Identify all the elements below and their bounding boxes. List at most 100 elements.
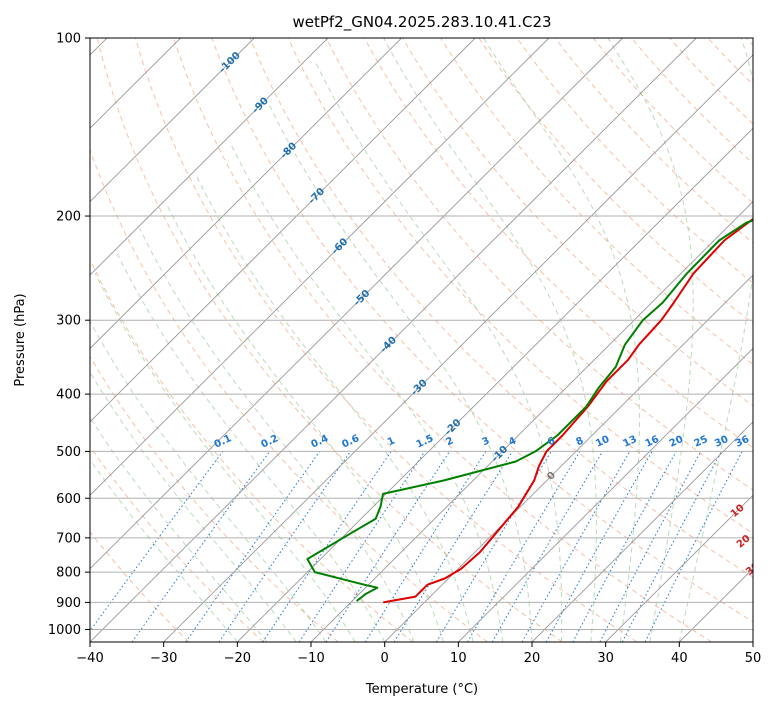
dry-adiabat xyxy=(90,148,488,642)
moist-adiabat xyxy=(90,371,297,642)
moist-adiabat xyxy=(115,251,386,642)
isotherm-label: -90 xyxy=(250,95,271,116)
moist-adiabat xyxy=(94,273,356,642)
isotherm-line xyxy=(605,494,753,642)
moist-adiabat xyxy=(607,38,694,642)
mixing-ratio-label: 30 xyxy=(713,434,730,450)
mixing-ratio-line xyxy=(90,451,224,632)
mixing-ratio-line xyxy=(364,451,487,642)
isotherm-line xyxy=(458,347,753,642)
mixing-ratio-line xyxy=(131,451,271,642)
data-lines xyxy=(306,217,753,604)
mixing-ratio-label: 1 xyxy=(386,435,397,448)
mixing-ratio-line xyxy=(298,451,426,642)
mixing-ratio-label: 10 xyxy=(594,434,611,450)
moist-adiabat xyxy=(269,105,533,642)
moist-adiabat xyxy=(383,38,597,642)
isotherm-line xyxy=(90,38,255,203)
adiabat-label: 40 xyxy=(768,588,775,605)
moist-adiabat xyxy=(90,320,327,642)
mixing-ratio-line xyxy=(545,451,653,642)
mixing-ratio-line xyxy=(393,451,513,642)
moist-adiabat xyxy=(195,174,474,642)
x-tick-label: 30 xyxy=(597,651,614,666)
isotherm-line xyxy=(384,274,753,642)
moist-adiabat xyxy=(165,202,445,642)
isotherm-line xyxy=(679,567,753,642)
y-tick-label: 1000 xyxy=(48,623,81,638)
isotherm-label: -10 xyxy=(490,444,511,465)
mixing-ratio-label: 25 xyxy=(692,434,709,450)
mixing-ratio-label: 13 xyxy=(621,434,638,450)
moist-adiabat xyxy=(90,416,268,642)
mixing-ratio-label: 0.2 xyxy=(260,433,281,450)
isotherm-label: -80 xyxy=(279,141,300,162)
mixing-ratio-label: 36 xyxy=(734,434,751,450)
dry-adiabat xyxy=(90,355,339,642)
y-axis-label: Pressure (hPa) xyxy=(13,293,28,386)
x-tick-label: 10 xyxy=(450,651,467,666)
x-tick-label: −20 xyxy=(224,651,251,666)
isotherm-line xyxy=(90,38,476,423)
mixing-ratio-label: 0.4 xyxy=(310,433,331,450)
y-tick-label: 100 xyxy=(56,32,81,47)
dry-adiabat xyxy=(631,38,753,165)
dry-adiabat xyxy=(440,38,753,366)
mixing-ratio-line xyxy=(262,451,392,642)
isotherm-line xyxy=(90,38,697,642)
chart-title: wetPf2_GN04.2025.283.10.41.C23 xyxy=(292,13,551,32)
mixing-ratio-label: 0.1 xyxy=(213,433,234,450)
x-tick-label: −10 xyxy=(297,651,324,666)
isotherm-line xyxy=(531,421,753,642)
isotherm-line xyxy=(310,201,753,642)
y-tick-label: 200 xyxy=(56,210,81,225)
y-axis-ticks: 100 200 300 400 500 600 700 800 900 1000 xyxy=(48,32,90,638)
isotherm-line xyxy=(90,38,550,496)
dry-adiabat xyxy=(287,38,753,534)
y-tick-label: 600 xyxy=(56,492,81,507)
x-tick-label: −30 xyxy=(150,651,177,666)
dry-adiabat xyxy=(745,38,753,46)
isotherm-label: -40 xyxy=(378,335,399,356)
mixing-ratio-label: 16 xyxy=(644,434,661,450)
moist-adiabat xyxy=(678,38,753,642)
adiabat-label: 10 xyxy=(729,502,747,519)
isotherm-line xyxy=(163,54,753,642)
dry-adiabat xyxy=(90,531,190,642)
dry-adiabat xyxy=(325,38,753,491)
dry-adiabat xyxy=(96,38,563,642)
isotherm-line xyxy=(90,38,329,276)
dry-adiabat xyxy=(554,38,753,244)
plot-frame xyxy=(89,37,754,643)
dry-adiabat xyxy=(669,38,753,125)
dry-adiabat xyxy=(707,38,753,86)
mixing-ratio-line xyxy=(218,451,351,642)
mixing-ratio-label: 6 xyxy=(546,435,557,448)
dry-adiabat xyxy=(90,258,414,642)
mixing-ratio-label: 3 xyxy=(481,435,492,448)
mixing-ratio-label: 2 xyxy=(444,435,455,448)
x-tick-label: 50 xyxy=(745,651,762,666)
isotherm-label: -60 xyxy=(330,236,351,257)
mixing-ratio-label: 20 xyxy=(668,434,685,450)
mixing-ratio-line xyxy=(572,451,677,642)
dry-adiabat xyxy=(592,38,753,204)
moist-adiabat xyxy=(90,458,238,642)
dry-adiabat xyxy=(516,38,753,284)
adiabat-label: 20 xyxy=(735,533,753,550)
isotherm-line xyxy=(90,38,623,570)
dry-adiabat xyxy=(478,38,753,325)
mixing-ratio-label: 4 xyxy=(507,435,518,448)
mixing-ratio-line xyxy=(521,451,631,642)
moist-adiabat xyxy=(139,228,415,642)
y-tick-label: 300 xyxy=(56,314,81,329)
isotherm-label: -50 xyxy=(352,288,373,309)
isotherm-label: 0 xyxy=(545,470,558,483)
mixing-ratio-line xyxy=(185,451,321,642)
mixing-ratio-line xyxy=(325,451,451,642)
mixing-ratio-line xyxy=(644,451,743,642)
y-tick-label: 500 xyxy=(56,445,81,460)
x-tick-label: 0 xyxy=(381,651,389,666)
isotherm-line xyxy=(752,641,753,642)
